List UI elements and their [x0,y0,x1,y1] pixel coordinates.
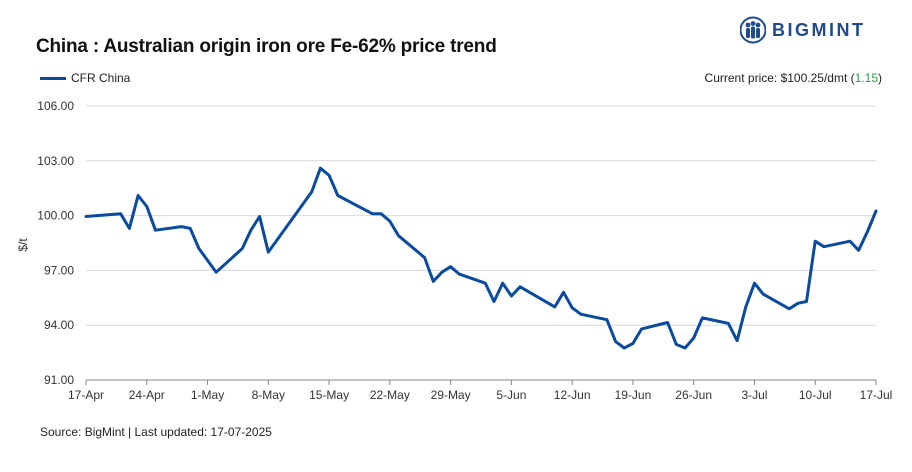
y-tick-label: 100.00 [37,209,74,223]
price-chart: 91.00 94.00 97.00 100.00 103.00 106.00 17-Apr… [16,99,892,402]
current-price-close: ) [878,71,882,85]
legend-label: CFR China [71,71,131,85]
y-tick-label: 91.00 [44,373,74,387]
x-tick-label: 17-Apr [68,388,104,402]
source-note: Source: BigMint | Last updated: 17-07-20… [40,425,272,439]
y-tick-label: 106.00 [37,99,74,113]
bigmint-logo: BIGMINT [740,16,866,44]
y-tick-label: 94.00 [44,318,74,332]
y-tick-label: 103.00 [37,154,74,168]
x-axis: 17-Apr 24-Apr 1-May 8-May 15-May 22-May 29-May… [68,380,892,402]
x-tick-label: 1-May [191,388,224,402]
x-tick-label: 15-May [309,388,349,402]
x-tick-label: 29-May [431,388,471,402]
x-tick-label: 12-Jun [554,388,591,402]
series-line-cfr-china [84,166,878,350]
x-tick-label: 5-Jun [496,388,526,402]
series-group [84,166,878,350]
x-tick-label: 8-May [252,388,285,402]
bigmint-people-icon [740,16,766,44]
x-tick-label: 26-Jun [675,388,712,402]
current-price: Current price: $100.25/dmt (1.15) [705,71,882,85]
current-price-open: ( [847,71,855,85]
brand-name: BIGMINT [772,19,866,40]
y-axis: 91.00 94.00 97.00 100.00 103.00 106.00 [37,99,74,387]
y-tick-label: 97.00 [44,263,74,277]
x-tick-label: 3-Jul [741,388,767,402]
current-price-prefix: Current price: [704,71,781,85]
x-tick-label: 10-Jul [799,388,832,402]
current-price-value: $100.25/dmt [780,71,848,85]
current-price-change: 1.15 [854,71,878,85]
x-tick-label: 17-Jul [860,388,893,402]
x-tick-label: 19-Jun [615,388,652,402]
legend-swatch [40,76,66,80]
x-tick-label: 22-May [370,388,410,402]
y-axis-label: $/t [16,238,30,252]
gridlines [86,105,876,381]
chart-title: China : Australian origin iron ore Fe-62… [36,36,497,57]
legend: CFR China [40,71,130,85]
x-tick-label: 24-Apr [129,388,165,402]
